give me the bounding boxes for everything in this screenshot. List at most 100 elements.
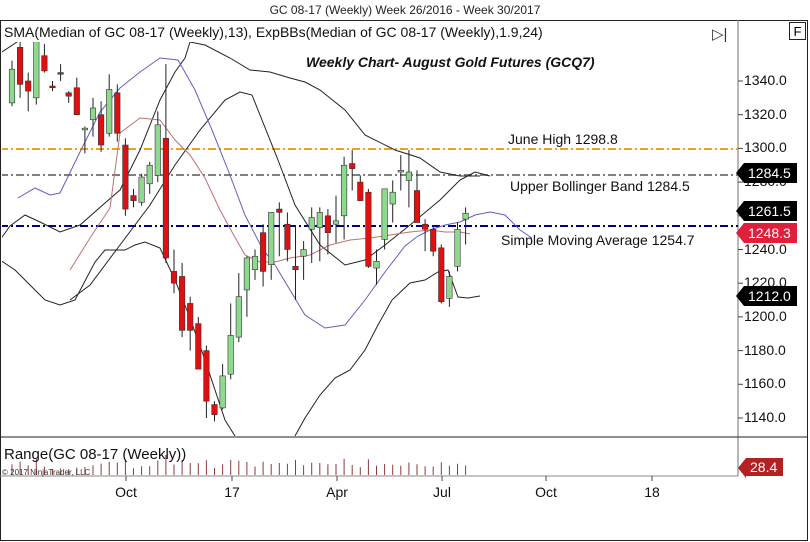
f-button[interactable]: F — [789, 22, 806, 40]
price-tag-lower-bb-value: 1212.0 — [748, 288, 791, 304]
candle-down — [284, 223, 291, 250]
candle-down — [25, 80, 32, 92]
candle-up — [81, 127, 88, 131]
price-tag-sma: 1248.3 — [736, 223, 797, 243]
y-tick-label: 1200.0 — [744, 307, 787, 324]
candle-down — [430, 228, 437, 252]
candle-down — [203, 350, 210, 402]
sma-curve — [69, 117, 471, 271]
candle-down — [57, 72, 64, 75]
range-indicator-label: Range(GC 08-17 (Weekly)) — [4, 446, 187, 463]
lower-bb-curve-right — [294, 269, 481, 436]
candle-down — [365, 191, 372, 267]
x-tick-label: Jul — [433, 484, 451, 500]
price-tag-last-close-value: 1261.5 — [748, 203, 791, 219]
chart-title: Weekly Chart- August Gold Futures (GCQ7) — [306, 54, 595, 70]
candle-down — [98, 114, 105, 146]
candle-down — [187, 303, 194, 331]
annotation-sma: Simple Moving Average 1254.7 — [501, 232, 695, 248]
candle-up — [397, 170, 404, 173]
candle-up — [300, 249, 307, 257]
candle-down — [122, 144, 129, 210]
candle-down — [324, 215, 331, 233]
indicator-label: SMA(Median of GC 08-17 (Weekly),13), Exp… — [4, 24, 543, 40]
candle-down — [195, 323, 202, 370]
x-tick-label: Oct — [535, 484, 557, 500]
candle-down — [114, 92, 121, 134]
price-tag-upper-bb-value: 1284.5 — [748, 165, 791, 181]
candle-down — [349, 163, 356, 169]
upper-bb-curve-left — [69, 91, 491, 301]
candle-up — [219, 375, 226, 409]
candle-up — [332, 220, 340, 225]
candle-down — [49, 85, 56, 89]
x-tick-label: 17 — [224, 484, 240, 500]
range-value: 28.4 — [750, 459, 778, 475]
candle-up — [268, 212, 275, 265]
candle-up — [389, 191, 396, 205]
candle-down — [73, 87, 80, 115]
y-tick-label: 1340.0 — [744, 72, 787, 88]
x-tick-label: 18 — [644, 484, 660, 500]
y-tick-label: 1320.0 — [744, 105, 787, 122]
candle-up — [227, 335, 234, 375]
chart-frame — [0, 20, 808, 541]
candle-down — [438, 247, 445, 303]
price-tag-last-close: 1261.5 — [736, 201, 797, 221]
sma-early — [2, 42, 18, 53]
candle-up — [308, 217, 315, 230]
scroll-to-end-icon[interactable]: ▷| — [712, 26, 728, 43]
candle-down — [413, 190, 421, 223]
candle-up — [454, 228, 461, 267]
copyright-text: © 2017 NinjaTrader, LLC — [2, 468, 91, 477]
candle-down — [170, 271, 178, 284]
y-tick-label: 1180.0 — [744, 341, 786, 358]
y-tick-label: 1300.0 — [744, 139, 787, 156]
candle-up — [33, 42, 40, 99]
x-tick-label: Oct — [115, 484, 137, 500]
annotation-june-high: June High 1298.8 — [508, 131, 618, 147]
upper-bb-curve — [189, 42, 480, 177]
candle-up — [462, 212, 469, 220]
candle-up — [373, 260, 380, 269]
candle-down — [65, 92, 72, 97]
y-tick-label: 1160.0 — [744, 375, 786, 392]
candle-up — [316, 212, 323, 228]
price-tag-sma-value: 1248.3 — [748, 225, 791, 241]
candle-down — [276, 208, 283, 213]
candle-down — [179, 276, 186, 331]
candle-down — [357, 181, 364, 201]
candle-up — [146, 164, 153, 185]
candle-down — [422, 223, 429, 230]
candle-up — [251, 255, 259, 271]
candle-up — [405, 171, 412, 181]
window-title: GC 08-17 (Weekly) Week 26/2016 - Week 30… — [269, 3, 541, 17]
candle-down — [162, 137, 169, 259]
plot-area — [2, 42, 738, 436]
price-tag-upper-bb: 1284.5 — [736, 163, 797, 183]
candle-up — [154, 124, 161, 176]
candle-up — [341, 164, 348, 217]
candle-up — [381, 188, 388, 240]
candle-up — [235, 296, 242, 338]
candle-up — [106, 89, 113, 134]
price-tag-lower-bb: 1212.0 — [736, 286, 797, 306]
candle-up — [89, 107, 97, 121]
bb-outer-early — [2, 42, 191, 239]
candle-up — [446, 276, 453, 299]
candle-up — [8, 68, 16, 104]
candle-down — [17, 46, 24, 85]
candle-down — [130, 195, 137, 201]
candle-down — [260, 232, 267, 272]
bb-middle-curve — [17, 57, 533, 329]
x-tick-label: Apr — [326, 484, 348, 500]
candle-down — [292, 266, 299, 271]
candle-down — [211, 404, 218, 415]
range-value-tag: 28.4 — [737, 458, 784, 478]
candle-up — [138, 176, 145, 203]
candle-down — [41, 55, 48, 72]
annotation-upper-bb: Upper Bollinger Band 1284.5 — [510, 178, 690, 194]
y-tick-label: 1240.0 — [744, 240, 787, 257]
candle-up — [243, 257, 250, 291]
